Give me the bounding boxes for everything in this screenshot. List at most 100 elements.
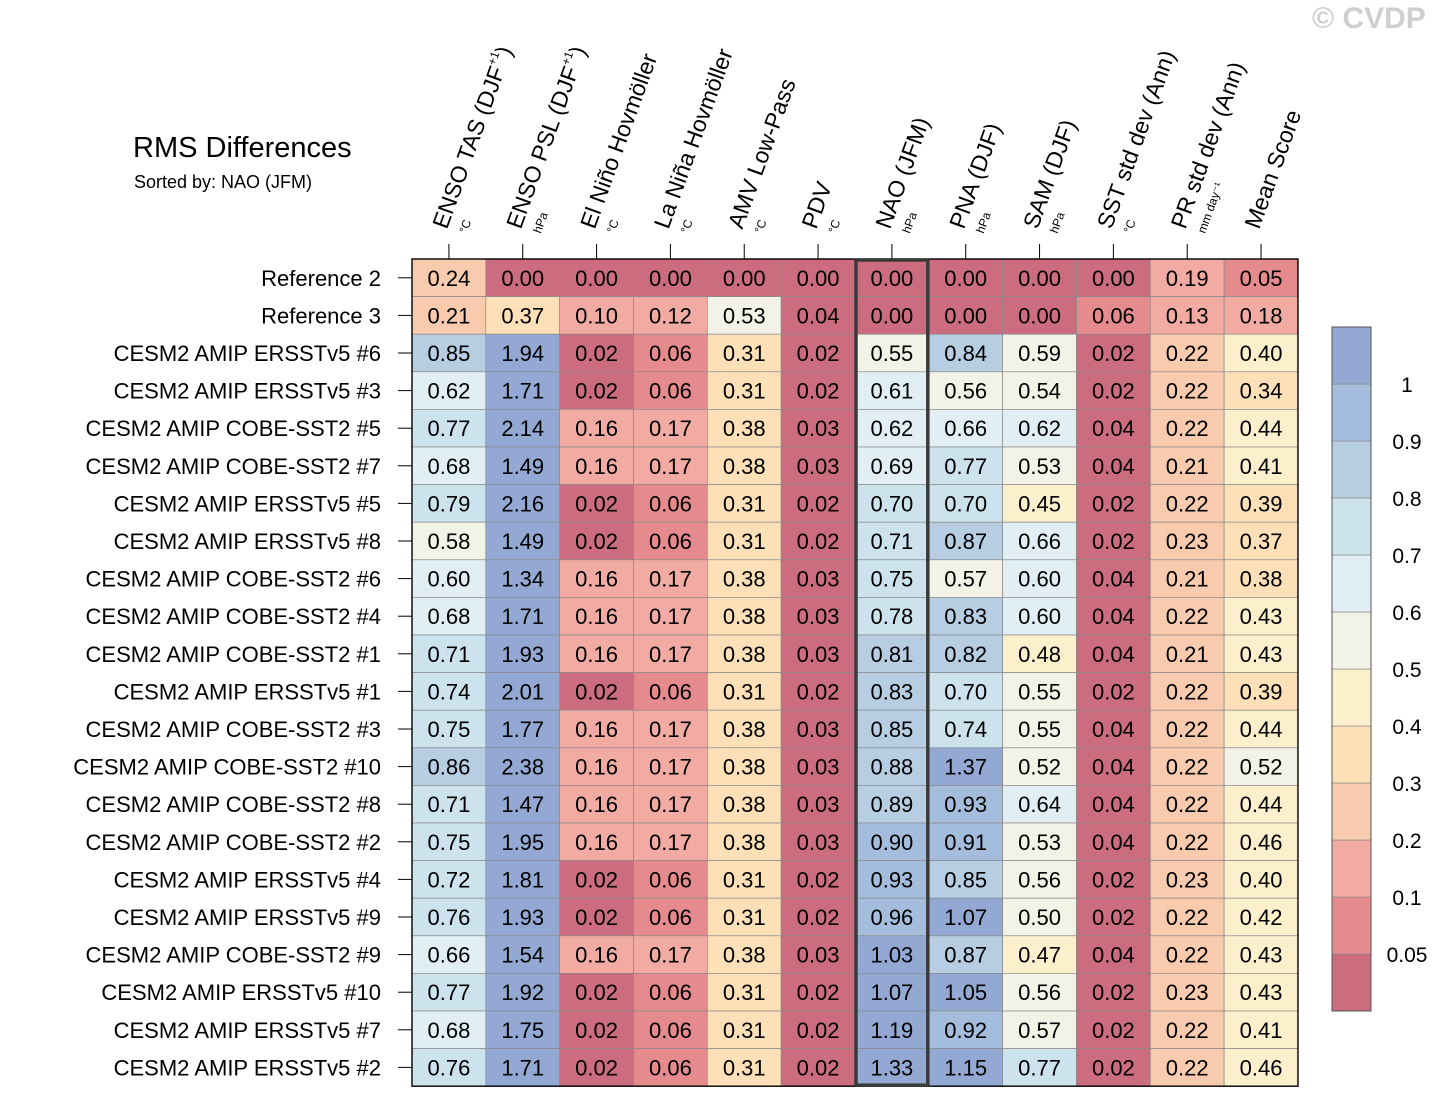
cell-value-label: 0.62 [428,379,471,404]
heatmap-cell [485,709,561,749]
cell-value-label: 0.03 [797,567,840,592]
heatmap-cell [411,935,487,974]
heatmap-cell [1223,559,1299,598]
cell-value-label: 0.37 [1240,529,1283,554]
heatmap-cell [706,333,782,373]
column-unit-label: °C [604,217,622,235]
cell-value-label: 0.43 [1240,604,1283,629]
heatmap-cell [706,935,782,974]
cell-value-label: 0.44 [1240,416,1283,441]
cell-value-label: 0.53 [723,303,766,328]
heatmap-cell [706,484,782,523]
cell-value-label: 0.38 [723,604,766,629]
cell-value-label: 1.71 [501,379,544,404]
heatmap-cell [559,897,634,937]
heatmap-cell [559,709,634,749]
column-label: Mean Score [1239,106,1306,231]
cell-value-label: 0.75 [870,567,913,592]
cell-value-label: 0.48 [1018,642,1061,667]
cell-value-label: 0.62 [1018,416,1061,441]
cell-value-label: 0.31 [723,867,766,892]
cell-value-label: 0.03 [797,792,840,817]
heatmap-cell [559,1048,634,1087]
cell-value-label: 0.68 [428,604,471,629]
sorted-column-highlight [854,258,930,1087]
heatmap-cell [1149,973,1225,1012]
cell-value-label: 1.93 [501,905,544,930]
cell-value-label: 0.17 [649,567,692,592]
chart-title: RMS Differences [133,132,352,164]
cell-value-label: 1.37 [944,755,987,780]
cell-value-label: 0.23 [1166,980,1209,1005]
column-unit-label: hPa [530,210,551,235]
column-header: SAM (DJF)hPa [1018,116,1081,235]
cell-value-label: 0.70 [870,491,913,516]
cell-value-label: 0.40 [1240,341,1283,366]
heatmap-cell [1076,597,1151,636]
cell-value-label: 0.03 [797,604,840,629]
heatmap-cell [633,371,708,410]
heatmap-cell [706,296,782,335]
heatmap-cell [1223,1048,1299,1087]
cell-value-label: 0.22 [1166,830,1209,855]
cell-value-label: 0.06 [1092,303,1135,328]
heatmap-cell [559,672,634,711]
colorbar-swatch [1331,782,1372,841]
heatmap-cell [1149,1048,1225,1087]
cell-value-label: 0.31 [723,341,766,366]
cell-value-label: 0.02 [797,905,840,930]
heatmap-cell [559,409,634,448]
cell-value-label: 0.04 [797,303,840,328]
heatmap-cell [633,559,708,598]
cell-value-label: 0.64 [1018,792,1061,817]
heatmap-cell [706,409,782,448]
heatmap-cell [633,484,708,523]
cell-value-label: 0.37 [501,303,544,328]
heatmap-cell [633,446,708,485]
heatmap-cell [1076,1010,1151,1049]
cell-value-label: 0.16 [575,717,618,742]
cell-value-label: 1.49 [501,529,544,554]
colorbar-tick-label: 0.7 [1392,545,1421,568]
cell-value-label: 0.04 [1092,454,1135,479]
heatmap-cell [1076,521,1151,561]
cell-value-label: 0.03 [797,642,840,667]
heatmap-cell [1002,484,1077,523]
heatmap-cell [706,521,782,561]
cell-value-label: 0.96 [870,905,913,930]
cell-value-label: 1.77 [501,717,544,742]
row-label: CESM2 AMIP ERSSTv5 #4 [114,867,381,892]
cell-value-label: 0.02 [797,379,840,404]
colorbar-swatch [1331,497,1372,556]
cell-value-label: 0.66 [428,943,471,968]
cell-value-label: 0.38 [723,943,766,968]
heatmap-cell [780,371,856,410]
heatmap-cell [485,634,561,673]
cell-value-label: 0.58 [428,529,471,554]
row-label: CESM2 AMIP ERSSTv5 #6 [114,341,381,366]
chart-subtitle: Sorted by: NAO (JFM) [134,172,312,192]
cell-value-label: 0.17 [649,755,692,780]
colorbar-swatch [1331,953,1372,1012]
heatmap-cell [706,785,782,824]
heatmap-cell [854,446,930,485]
heatmap-cell [854,634,930,673]
cell-value-label: 0.02 [797,1018,840,1043]
column-header: PDV°C [796,178,843,235]
cell-value-label: 0.22 [1166,717,1209,742]
heatmap-cell [1149,296,1225,335]
cell-value-label: 0.17 [649,717,692,742]
column-label: NAO (JFM) [870,114,934,232]
cell-value-label: 0.21 [1166,454,1209,479]
column-label-text: ENSO TAS (DJF [427,63,510,232]
cell-value-label: 0.38 [723,755,766,780]
column-label: PNA (DJF) [944,120,1006,232]
row-label: Reference 3 [261,303,381,328]
cell-value-label: 1.15 [944,1055,987,1080]
heatmap-cell [1002,1048,1077,1087]
cell-value-label: 0.02 [1092,491,1135,516]
cell-value-label: 0.03 [797,416,840,441]
cell-value-label: 0.76 [428,905,471,930]
cell-value-label: 0.77 [1018,1055,1061,1080]
heatmap-cell [485,409,561,448]
